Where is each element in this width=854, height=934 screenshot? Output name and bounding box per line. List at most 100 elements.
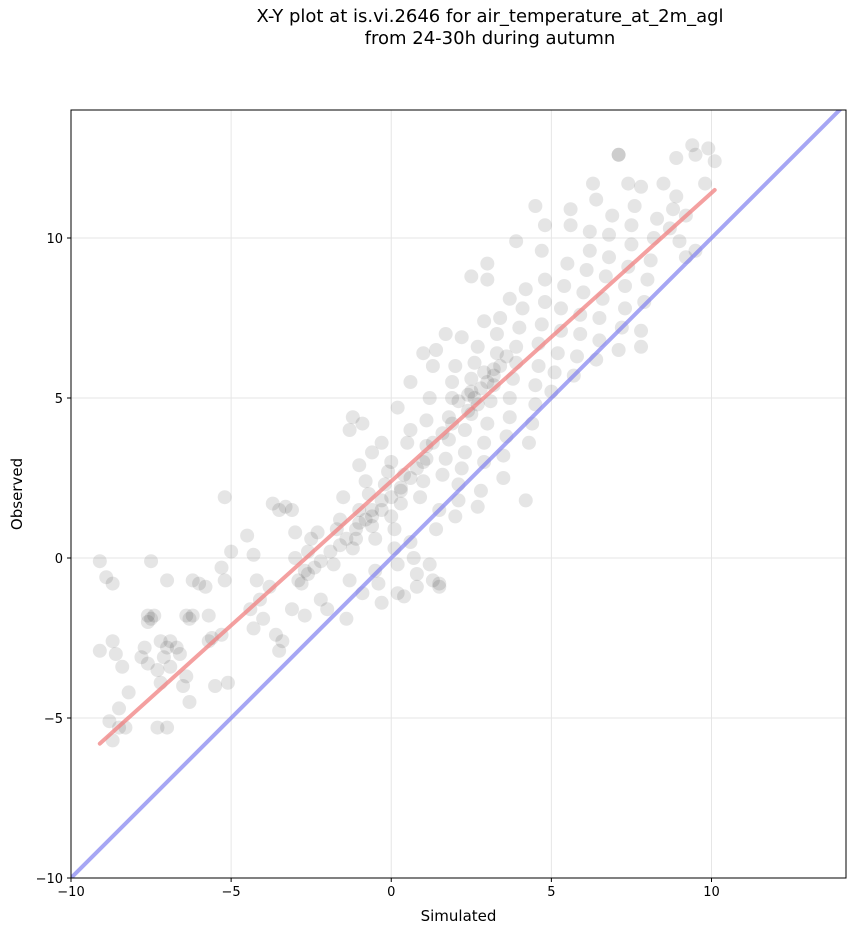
data-point [390,557,405,572]
axis-ticks: −10 −5 0 5 10 −10 −5 0 5 10 [36,232,720,900]
data-point [333,538,348,553]
data-point [602,227,617,242]
grid-lines [70,110,846,879]
data-point [393,483,408,498]
data-point [176,679,191,693]
data-point [368,531,383,546]
data-point [147,608,162,623]
data-point [419,439,434,453]
data-point [387,522,402,537]
x-tick-label: 10 [703,885,720,900]
data-point [422,557,437,572]
data-point [582,224,597,239]
data-point [406,551,421,565]
x-tick-label: −10 [57,885,84,900]
data-point [605,208,620,223]
data-point [454,330,469,345]
data-point [371,576,386,591]
data-point [598,269,613,284]
data-point [496,471,511,485]
data-point [374,503,389,517]
data-point [192,576,207,591]
data-point [473,483,488,498]
data-point [621,176,636,191]
data-point [112,701,127,716]
data-point [480,416,495,431]
data-point [217,573,232,588]
data-point [278,499,293,514]
x-axis-label: Simulated [421,907,497,925]
data-point [249,573,264,588]
data-point [323,544,338,559]
data-point [179,669,194,684]
data-point [422,391,437,405]
data-point [368,563,383,578]
data-point [461,387,476,402]
data-point [284,602,299,617]
data-point [416,455,431,469]
data-point [445,391,460,405]
data-point [390,400,405,415]
data-point [144,554,159,569]
data-point [105,634,120,649]
y-tick-label: 0 [55,552,63,567]
data-point [477,314,492,329]
data-point [342,423,357,437]
data-point [650,211,665,226]
data-point [409,567,424,581]
data-point [480,272,495,287]
data-point [521,435,536,450]
data-point [489,327,504,341]
data-point [634,339,649,354]
data-point [445,375,460,389]
data-point [403,471,418,485]
data-point [393,496,408,511]
data-point [582,243,597,258]
data-point [464,371,479,386]
data-point [643,253,658,268]
data-point [576,285,591,300]
data-point [457,423,472,437]
data-point [246,547,261,562]
data-point [432,576,447,591]
data-point [169,640,184,655]
data-point [640,272,655,287]
data-point [483,394,498,409]
data-point [493,311,508,325]
data-point [140,656,155,671]
data-point [586,176,601,191]
data-point [528,378,543,393]
data-point [179,608,194,623]
data-point [425,359,440,373]
data-point [464,384,479,399]
data-point [480,256,495,271]
data-point [365,509,380,524]
data-point [300,567,315,581]
data-point [457,445,472,460]
data-point [528,199,543,213]
data-point [416,474,431,489]
data-point [701,141,716,156]
data-point [454,461,469,476]
data-point [150,663,165,677]
data-point [502,291,517,306]
data-point [438,327,453,341]
data-point [486,362,501,377]
data-point [553,301,568,316]
data-point [429,343,444,357]
data-point [579,263,594,277]
data-point [403,375,418,389]
data-point [182,611,197,626]
chart-title-line-1: X-Y plot at is.vi.2646 for air_temperatu… [256,6,724,27]
data-point [537,295,552,309]
data-point [284,503,299,517]
data-point [320,602,335,617]
data-point [611,343,626,357]
data-point [707,154,722,169]
data-point [429,522,444,537]
data-point [140,615,155,629]
data-point [534,317,549,332]
data-point [384,455,399,469]
data-point [304,531,319,546]
data-point [160,720,175,735]
